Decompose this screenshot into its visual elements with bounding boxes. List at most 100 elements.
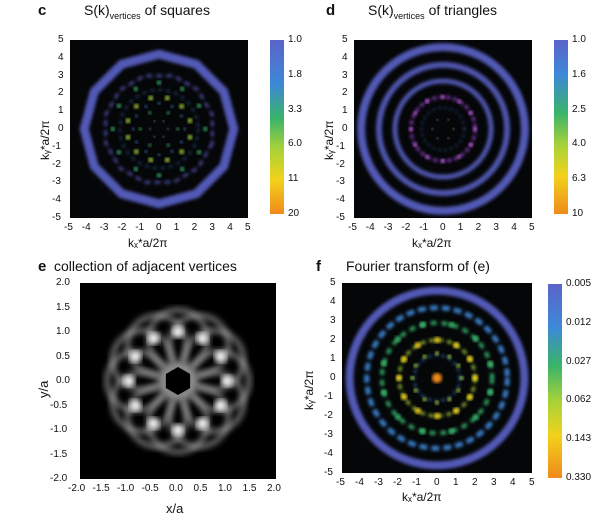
panel-title: S(k)vertices of squares <box>84 2 210 21</box>
intensity-spot <box>466 356 473 362</box>
intensity-spot <box>203 126 208 132</box>
y-tick-label: -0.5 <box>50 399 68 411</box>
intensity-spot <box>395 413 402 420</box>
density-peak <box>214 350 227 363</box>
x-tick-label: 1.5 <box>242 483 257 494</box>
density-lobe <box>109 327 175 393</box>
x-tick-label: -2.0 <box>68 483 86 494</box>
x-axis-label: kₓ*a/2π <box>412 236 452 250</box>
intensity-spot <box>435 400 439 405</box>
y-tick-label: 3 <box>58 69 64 81</box>
y-tick-label: -1.0 <box>50 424 68 435</box>
title-subscript: vertices <box>393 10 425 21</box>
intensity-spot <box>380 389 387 396</box>
x-tick-label: -3 <box>99 222 109 233</box>
density-peak <box>172 424 184 436</box>
intensity-spot <box>436 118 439 121</box>
panel-title: collection of adjacent vertices <box>54 258 237 274</box>
central-void <box>165 367 191 395</box>
intensity-spot <box>436 137 439 140</box>
intensity-spot <box>487 360 494 367</box>
y-tick-label: 0 <box>58 123 64 134</box>
intensity-spot <box>472 413 479 420</box>
x-tick-label: 2 <box>472 477 478 488</box>
y-axis-label: kᵧ*a/2π <box>302 370 316 411</box>
colorbar-tick-label: 0.143 <box>566 433 592 445</box>
colorbar-tick-label: 3.3 <box>288 103 302 115</box>
intensity-spot <box>179 140 183 144</box>
intensity-spot <box>135 114 139 118</box>
panel-title: S(k)vertices of triangles <box>368 2 497 21</box>
intensity-spot <box>422 354 427 359</box>
colorbar-tick-label: 0.027 <box>566 355 592 367</box>
intensity-spot <box>183 127 187 131</box>
y-tick-label: -2.0 <box>50 473 68 484</box>
x-tick-label: 0.0 <box>169 483 183 494</box>
intensity-spot <box>457 99 462 104</box>
colorbar-tick-label: 1.6 <box>572 68 586 80</box>
panel-title: Fourier transform of (e) <box>346 258 490 274</box>
intensity-spot <box>133 86 139 92</box>
intensity-spot <box>148 111 152 115</box>
intensity-spot <box>452 128 455 130</box>
colorbar-tick-label: 11 <box>288 173 299 185</box>
colorbar-tick-label: 4.0 <box>572 138 586 150</box>
intensity-spot <box>164 95 170 101</box>
title-main: S(k) <box>84 2 110 18</box>
intensity-ring <box>379 320 495 436</box>
intensity-spot <box>157 153 161 157</box>
intensity-spot <box>434 413 440 419</box>
intensity-spot <box>453 342 459 349</box>
intensity-spot <box>457 154 462 159</box>
intensity-spot <box>179 114 183 118</box>
intensity-spot <box>408 127 413 131</box>
heatmap-image <box>345 286 529 470</box>
intensity-ring <box>104 74 214 184</box>
colorbar-tick-label: 6.0 <box>288 138 302 150</box>
density-peak <box>214 399 227 412</box>
intensity-spot <box>162 135 165 138</box>
intensity-spot <box>196 149 202 155</box>
y-tick-label: -4 <box>336 194 345 206</box>
density-lobe <box>166 312 232 378</box>
intensity-spot <box>148 157 154 163</box>
intensity-spot <box>156 80 162 85</box>
x-tick-label: 2.0 <box>267 483 281 494</box>
intensity-spot <box>125 134 131 140</box>
y-axis-label: kᵧ*a/2π <box>38 120 52 161</box>
intensity-spot <box>419 428 426 435</box>
intensity-spot <box>133 166 139 172</box>
y-tick-label: 1 <box>58 105 64 117</box>
y-tick-label: -1 <box>336 140 345 152</box>
intensity-spot <box>422 397 427 402</box>
y-tick-label: -2 <box>52 158 61 170</box>
y-tick-label: 3 <box>342 69 348 81</box>
x-axis-label: kₓ*a/2π <box>402 490 442 504</box>
colorbar <box>554 40 568 214</box>
density-lobe <box>181 327 247 393</box>
intensity-spot <box>131 127 135 131</box>
intensity-spot <box>179 166 185 172</box>
intensity-spot <box>157 101 161 105</box>
intensity-spot <box>116 149 122 155</box>
x-tick-label: 5 <box>529 477 535 488</box>
x-tick-label: -0.5 <box>141 483 159 494</box>
intensity-spot <box>179 86 185 92</box>
intensity-spot <box>447 118 450 121</box>
y-tick-label: 5 <box>330 277 336 288</box>
y-tick-label: 4 <box>342 51 348 63</box>
intensity-spot <box>166 143 170 147</box>
y-tick-label: 2 <box>330 334 336 345</box>
density-peak <box>129 350 142 363</box>
y-tick-label: 1.5 <box>56 301 70 313</box>
intensity-spot <box>453 407 459 414</box>
x-tick-label: -1 <box>412 477 421 488</box>
x-tick-label: -5 <box>348 222 357 233</box>
intensity-spot <box>459 376 464 380</box>
intensity-spot <box>468 143 473 148</box>
intensity-ring <box>420 106 466 152</box>
density-peak <box>129 399 142 412</box>
x-tick-label: -3 <box>374 477 383 488</box>
y-tick-label: -3 <box>336 176 345 188</box>
y-tick-label: 1 <box>342 105 348 117</box>
